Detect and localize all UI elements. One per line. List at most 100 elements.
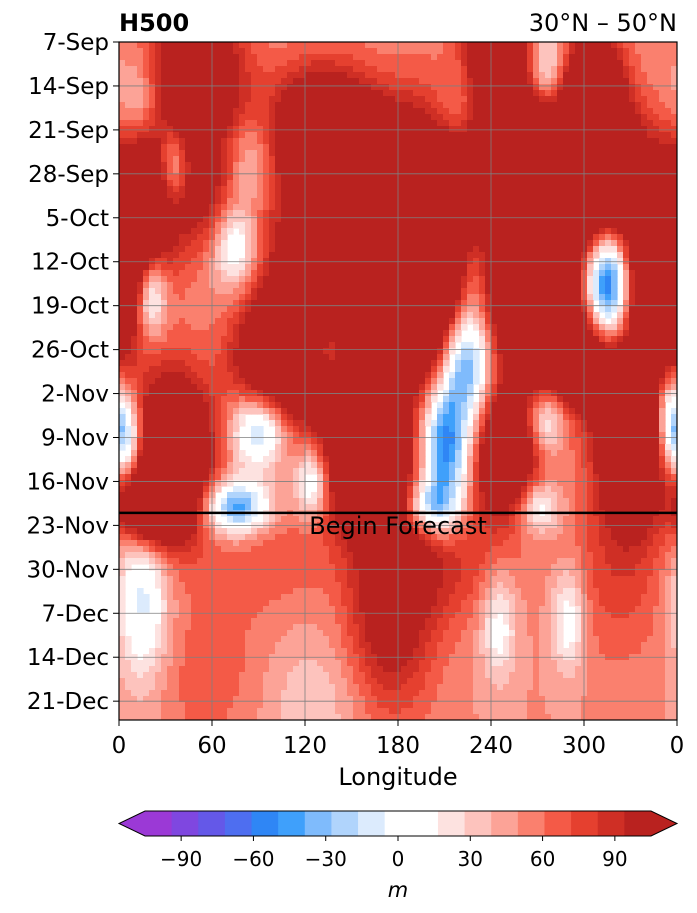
heatmap-cell	[305, 132, 312, 139]
heatmap-cell	[125, 198, 132, 205]
heatmap-cell	[149, 90, 156, 97]
heatmap-cell	[143, 264, 150, 271]
heatmap-cell	[245, 42, 252, 49]
heatmap-cell	[341, 342, 348, 349]
heatmap-cell	[299, 156, 306, 163]
heatmap-cell	[401, 186, 408, 193]
heatmap-cell	[461, 156, 468, 163]
heatmap-cell	[593, 216, 600, 223]
heatmap-cell	[563, 318, 570, 325]
heatmap-cell	[233, 342, 240, 349]
heatmap-cell	[299, 360, 306, 367]
heatmap-cell	[119, 336, 126, 343]
heatmap-cell	[179, 126, 186, 133]
heatmap-cell	[233, 330, 240, 337]
heatmap-cell	[611, 180, 618, 187]
heatmap-cell	[551, 42, 558, 49]
heatmap-cell	[125, 234, 132, 241]
heatmap-cell	[623, 156, 630, 163]
heatmap-cell	[527, 312, 534, 319]
heatmap-cell	[545, 186, 552, 193]
heatmap-cell	[359, 90, 366, 97]
heatmap-cell	[611, 222, 618, 229]
heatmap-cell	[227, 120, 234, 127]
heatmap-cell	[269, 312, 276, 319]
heatmap-cell	[383, 306, 390, 313]
heatmap-cell	[275, 360, 282, 367]
heatmap-cell	[185, 48, 192, 55]
heatmap-cell	[365, 306, 372, 313]
heatmap-cell	[323, 96, 330, 103]
heatmap-cell	[299, 180, 306, 187]
heatmap-cell	[431, 174, 438, 181]
heatmap-cell	[131, 48, 138, 55]
heatmap-cell	[623, 330, 630, 337]
heatmap-cell	[371, 312, 378, 319]
heatmap-cell	[659, 306, 666, 313]
heatmap-cell	[443, 336, 450, 343]
heatmap-cell	[659, 348, 666, 355]
heatmap-cell	[305, 126, 312, 133]
heatmap-cell	[275, 120, 282, 127]
heatmap-cell	[479, 162, 486, 169]
heatmap-cell	[521, 150, 528, 157]
heatmap-cell	[173, 78, 180, 85]
heatmap-cell	[407, 132, 414, 139]
heatmap-cell	[515, 336, 522, 343]
heatmap-cell	[341, 162, 348, 169]
heatmap-cell	[317, 84, 324, 91]
heatmap-cell	[203, 312, 210, 319]
heatmap-cell	[269, 258, 276, 265]
heatmap-cell	[539, 144, 546, 151]
heatmap-cell	[365, 102, 372, 109]
heatmap-cell	[671, 348, 677, 355]
heatmap-cell	[419, 234, 426, 241]
heatmap-cell	[653, 240, 660, 247]
heatmap-cell	[509, 354, 516, 361]
heatmap-cell	[611, 204, 618, 211]
heatmap-cell	[569, 60, 576, 67]
heatmap-cell	[227, 198, 234, 205]
heatmap-cell	[563, 90, 570, 97]
heatmap-cell	[671, 174, 677, 181]
heatmap-cell	[533, 108, 540, 115]
heatmap-cell	[533, 66, 540, 73]
heatmap-cell	[317, 162, 324, 169]
heatmap-cell	[371, 258, 378, 265]
heatmap-cell	[527, 162, 534, 169]
heatmap-cell	[239, 96, 246, 103]
heatmap-cell	[251, 270, 258, 277]
heatmap-cell	[365, 210, 372, 217]
heatmap-cell	[149, 264, 156, 271]
heatmap-cell	[551, 72, 558, 79]
heatmap-cell	[653, 54, 660, 61]
heatmap-cell	[641, 114, 648, 121]
heatmap-cell	[173, 216, 180, 223]
heatmap-cell	[659, 168, 666, 175]
heatmap-cell	[407, 180, 414, 187]
heatmap-cell	[515, 90, 522, 97]
heatmap-cell	[491, 48, 498, 55]
heatmap-cell	[635, 102, 642, 109]
heatmap-cell	[611, 348, 618, 355]
heatmap-cell	[665, 150, 672, 157]
heatmap-cell	[437, 126, 444, 133]
heatmap-cell	[623, 282, 630, 289]
heatmap-cell	[383, 66, 390, 73]
heatmap-cell	[281, 246, 288, 253]
heatmap-cell	[419, 252, 426, 259]
heatmap-cell	[647, 282, 654, 289]
heatmap-cell	[269, 222, 276, 229]
heatmap-cell	[491, 126, 498, 133]
heatmap-cell	[467, 126, 474, 133]
heatmap-cell	[161, 156, 168, 163]
heatmap-cell	[569, 66, 576, 73]
heatmap-cell	[203, 252, 210, 259]
heatmap-cell	[347, 96, 354, 103]
heatmap-cell	[311, 336, 318, 343]
heatmap-cell	[239, 360, 246, 367]
heatmap-cell	[353, 336, 360, 343]
heatmap-cell	[623, 120, 630, 127]
heatmap-cell	[413, 312, 420, 319]
heatmap-cell	[425, 258, 432, 265]
